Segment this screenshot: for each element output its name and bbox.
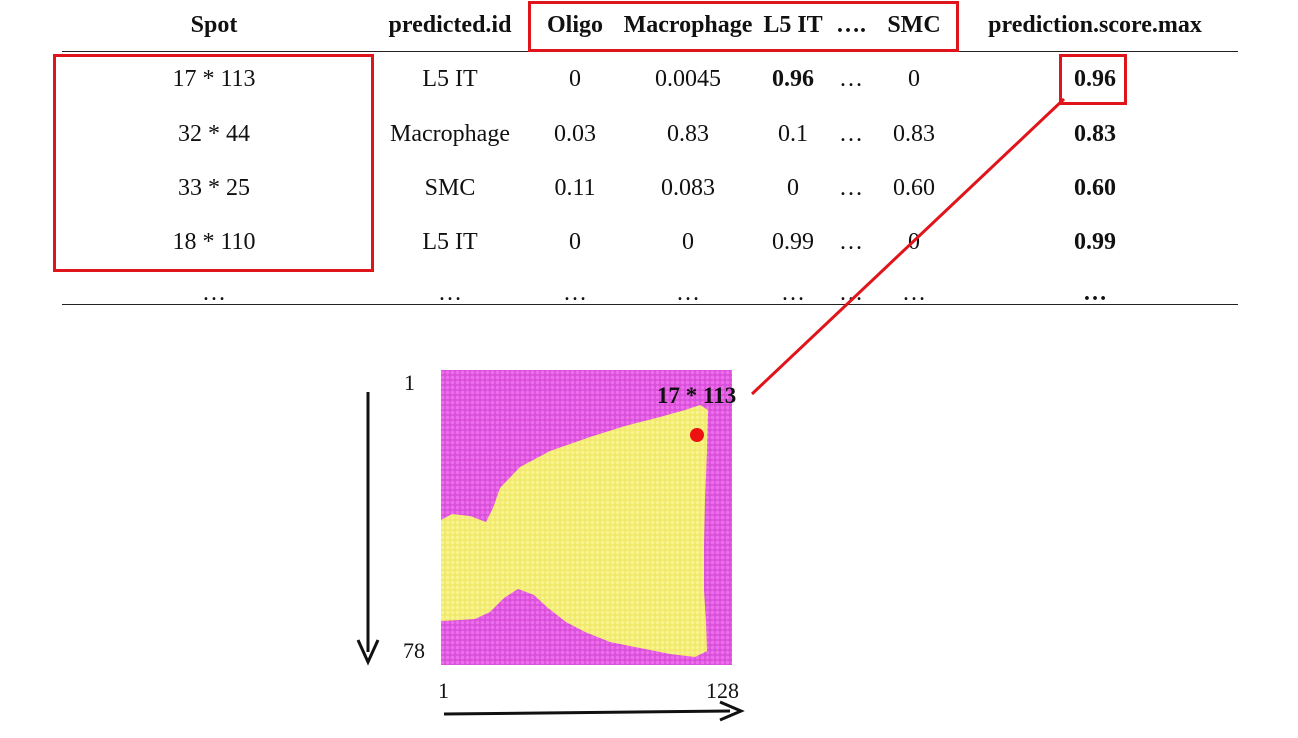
cell-l5it: 0.96 [772,66,814,92]
y-axis-start-label: 1 [404,370,415,395]
cell-spot: 32 * 44 [178,121,250,147]
cell-spot: … [202,280,226,306]
y-axis-arrowhead [356,639,380,666]
celltype-columns-highlight [528,1,959,52]
cell-predicted-id: SMC [424,175,476,201]
header-macrophage: Macrophage [623,12,753,38]
header-ellipsis: …. [836,12,866,38]
cell-oligo: 0.03 [554,121,596,147]
header-spot: Spot [190,12,238,38]
x-axis-start-label: 1 [438,678,449,703]
header-prediction-score-max: prediction.score.max [988,12,1202,38]
cell-l5it: … [781,280,805,306]
header-smc: SMC [887,12,941,38]
highlighted-spot-marker [690,428,704,442]
cell-predicted-id: L5 IT [422,229,478,255]
cell-macrophage: 0.0045 [655,66,721,92]
cell-macrophage: 0 [682,229,694,255]
cell-l5it: 0.99 [772,229,814,255]
header-predicted-id: predicted.id [388,12,512,38]
cell-ellipsis: … [839,66,863,92]
cell-l5it: 0 [787,175,799,201]
cell-ellipsis: … [839,229,863,255]
cell-score-max: 0.99 [1074,229,1116,255]
cell-ellipsis: … [839,121,863,147]
callout-line [750,97,1066,396]
cell-predicted-id: … [438,280,462,306]
cell-smc: … [902,280,926,306]
cell-smc: 0.60 [893,175,935,201]
cell-macrophage: 0.083 [661,175,715,201]
cell-score-max: 0.60 [1074,175,1116,201]
cell-spot: 18 * 110 [172,229,256,255]
table-bottom-rule [62,304,1238,305]
cell-score-max: 0.96 [1074,66,1116,92]
cell-oligo: 0.11 [554,175,596,201]
cell-spot: 17 * 113 [172,66,256,92]
cell-macrophage: 0.83 [667,121,709,147]
x-axis-end-label: 128 [706,678,739,703]
cell-oligo: 0 [569,66,581,92]
cell-oligo: … [563,280,587,306]
score-max-highlight [1059,54,1127,105]
cell-spot: 33 * 25 [178,175,250,201]
spot-column-highlight [53,54,374,272]
cell-smc: 0.83 [893,121,935,147]
header-l5it: L5 IT [763,12,823,38]
x-axis-arrow [443,709,731,716]
cell-macrophage: … [676,280,700,306]
header-oligo: Oligo [546,12,604,38]
cell-smc: 0 [908,66,920,92]
cell-predicted-id: L5 IT [422,66,478,92]
cell-ellipsis: … [839,175,863,201]
cell-predicted-id: Macrophage [390,121,510,147]
cell-l5it: 0.1 [778,121,808,147]
cell-score-max: … [1083,280,1107,306]
y-axis-end-label: 78 [403,638,425,663]
cell-type-region [441,405,708,657]
x-axis-arrowhead [719,700,745,722]
spot-coordinate-label: 17 * 113 [657,383,737,408]
cell-oligo: 0 [569,229,581,255]
cell-score-max: 0.83 [1074,121,1116,147]
